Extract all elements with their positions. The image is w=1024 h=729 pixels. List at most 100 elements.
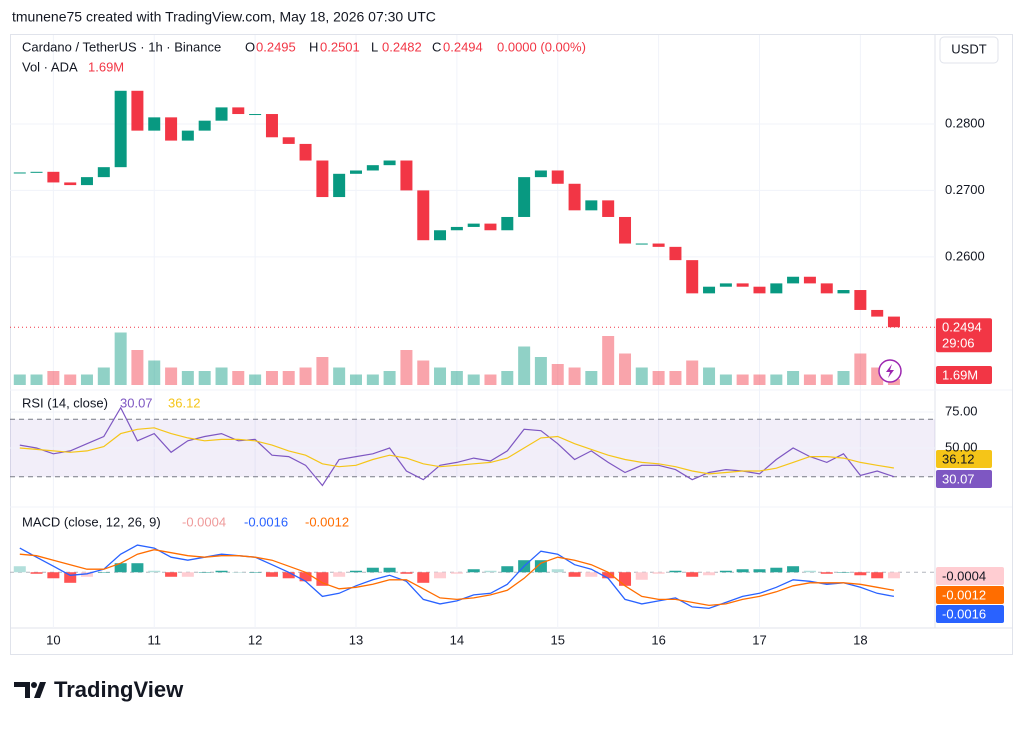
macd-hist-last: -0.0004 bbox=[942, 568, 986, 583]
macd-histogram-bar bbox=[484, 570, 497, 573]
macd-histogram-bar bbox=[282, 572, 295, 579]
macd-histogram-bar bbox=[501, 566, 514, 573]
volume-bar bbox=[585, 371, 598, 385]
macd-histogram-bar bbox=[803, 570, 816, 573]
rsi-title: RSI (14, close) bbox=[22, 395, 108, 410]
volume-last: 1.69M bbox=[942, 367, 978, 382]
candle bbox=[686, 260, 699, 294]
macd-histogram-bar bbox=[383, 567, 396, 573]
candle bbox=[417, 190, 430, 241]
macd-histogram-bar bbox=[854, 572, 867, 576]
candle bbox=[400, 160, 413, 191]
candle bbox=[349, 170, 362, 174]
candle bbox=[703, 286, 716, 294]
x-tick-label: 11 bbox=[147, 632, 161, 647]
macd-hist-last-box bbox=[936, 567, 1004, 585]
volume-bar bbox=[568, 367, 581, 385]
y-tick-label: 0.2700 bbox=[945, 182, 985, 197]
rsi-ma-line bbox=[19, 427, 894, 475]
macd-histogram-bar bbox=[770, 567, 783, 573]
candle bbox=[131, 90, 144, 131]
macd-histogram-bar bbox=[30, 572, 43, 574]
candle bbox=[450, 226, 463, 231]
legend-value: -0.0012 bbox=[305, 514, 349, 529]
logo-text: TradingView bbox=[54, 677, 184, 702]
logo bbox=[14, 682, 46, 698]
macd-histogram-bar bbox=[669, 570, 682, 573]
volume-bar bbox=[434, 367, 447, 385]
volume-bar bbox=[518, 346, 531, 385]
volume-bar bbox=[97, 367, 110, 385]
last-price: 0.2494 bbox=[942, 320, 982, 335]
candle bbox=[64, 182, 77, 186]
volume-bar bbox=[736, 374, 749, 385]
logo-slash bbox=[34, 682, 46, 698]
macd-histogram-bar bbox=[333, 572, 346, 577]
y-tick-label: 50.00 bbox=[945, 439, 978, 454]
volume-last-box bbox=[936, 366, 992, 384]
macd-histogram-bar bbox=[299, 572, 312, 582]
candle bbox=[551, 170, 564, 184]
alert-bolt bbox=[886, 364, 894, 378]
ohlc-key: O bbox=[245, 39, 255, 54]
macd-histogram-bar bbox=[316, 572, 329, 586]
ohlc-key: L bbox=[371, 39, 378, 54]
macd-histogram-bar bbox=[400, 572, 413, 574]
macd-histogram-bar bbox=[64, 572, 77, 583]
volume-bar bbox=[265, 371, 278, 385]
candle bbox=[736, 283, 749, 287]
candle bbox=[148, 117, 161, 131]
x-tick-label: 14 bbox=[450, 632, 464, 647]
candle bbox=[198, 120, 211, 131]
candle bbox=[602, 200, 615, 217]
candle bbox=[837, 290, 850, 294]
ohlc-value: 0.2482 bbox=[382, 39, 422, 54]
macd-histogram-bar bbox=[417, 572, 430, 583]
y-tick-label: 0.2600 bbox=[945, 248, 985, 263]
caption: tmunene75 created with TradingView.com, … bbox=[12, 9, 436, 25]
ohlc-key: C bbox=[432, 39, 441, 54]
macd-histogram-bar bbox=[47, 572, 60, 579]
volume-bar bbox=[64, 374, 77, 385]
x-tick-label: 15 bbox=[551, 632, 565, 647]
volume-bar bbox=[349, 374, 362, 385]
volume-bar bbox=[316, 357, 329, 385]
ohlc-value: 0.2501 bbox=[320, 39, 360, 54]
volume-bar bbox=[450, 371, 463, 385]
macd-histogram-bar bbox=[366, 567, 379, 573]
candle bbox=[282, 137, 295, 144]
macd-histogram-bar bbox=[753, 569, 766, 573]
macd-histogram-bar bbox=[635, 572, 648, 580]
macd-histogram-bar bbox=[265, 572, 278, 577]
ohlc-value: 0.2494 bbox=[443, 39, 483, 54]
macd-last: -0.0016 bbox=[942, 606, 986, 621]
volume-bar bbox=[47, 371, 60, 385]
volume-bar bbox=[652, 371, 665, 385]
candle bbox=[249, 114, 262, 116]
candle bbox=[467, 223, 480, 227]
legend-value: -0.0004 bbox=[182, 514, 226, 529]
candle bbox=[97, 167, 110, 178]
volume-bar bbox=[417, 360, 430, 385]
macd-histogram-bar bbox=[871, 572, 884, 579]
macd-title: MACD (close, 12, 26, 9) bbox=[22, 514, 161, 529]
volume-bar bbox=[686, 360, 699, 385]
candle bbox=[803, 276, 816, 284]
volume-bar bbox=[484, 374, 497, 385]
volume-value: 1.69M bbox=[88, 59, 124, 74]
macd-histogram-bar bbox=[467, 569, 480, 573]
signal-last-box bbox=[936, 586, 1004, 604]
signal-line bbox=[19, 549, 895, 607]
currency[interactable]: USDT bbox=[951, 41, 986, 56]
macd-histogram-bar bbox=[585, 572, 598, 577]
currency-button[interactable] bbox=[939, 36, 999, 64]
y-tick-label: 0.2800 bbox=[945, 115, 985, 130]
candle bbox=[619, 216, 632, 244]
volume-bar bbox=[467, 374, 480, 385]
macd-histogram-bar bbox=[349, 570, 362, 573]
ohlc-key: H bbox=[309, 39, 318, 54]
volume-bar bbox=[820, 374, 833, 385]
x-tick-label: 17 bbox=[752, 632, 766, 647]
candle bbox=[669, 246, 682, 261]
candle bbox=[753, 286, 766, 294]
